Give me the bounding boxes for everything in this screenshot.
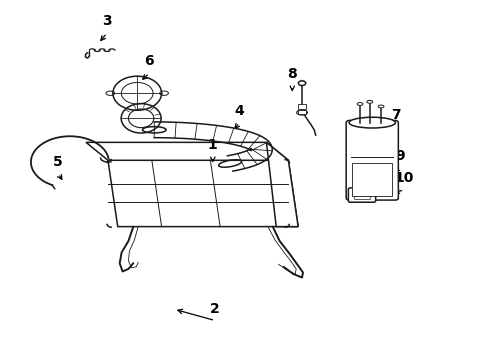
Text: 2: 2 — [210, 302, 220, 316]
FancyBboxPatch shape — [346, 121, 398, 200]
Ellipse shape — [348, 117, 395, 128]
Bar — [298, 104, 305, 109]
Text: 3: 3 — [102, 14, 112, 28]
Ellipse shape — [296, 110, 307, 115]
Ellipse shape — [298, 81, 305, 86]
Text: 10: 10 — [394, 171, 413, 185]
Polygon shape — [108, 160, 298, 226]
Text: 1: 1 — [207, 138, 217, 152]
Text: 6: 6 — [144, 54, 154, 68]
Ellipse shape — [366, 100, 372, 103]
Ellipse shape — [377, 105, 383, 108]
Polygon shape — [266, 142, 298, 226]
Text: 5: 5 — [53, 155, 63, 169]
Bar — [351, 163, 392, 196]
Ellipse shape — [357, 172, 386, 181]
Text: 7: 7 — [390, 108, 400, 122]
Ellipse shape — [356, 103, 362, 105]
Text: 8: 8 — [287, 67, 297, 81]
FancyBboxPatch shape — [347, 188, 375, 202]
Bar — [298, 110, 305, 114]
Text: 4: 4 — [234, 104, 244, 118]
FancyBboxPatch shape — [353, 191, 370, 199]
Text: 9: 9 — [395, 149, 405, 163]
Polygon shape — [86, 142, 288, 160]
Ellipse shape — [352, 170, 390, 183]
